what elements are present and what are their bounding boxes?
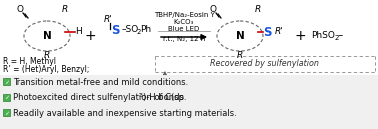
- Text: H: H: [74, 27, 81, 37]
- Text: Photoexcited direct sulfenylation of C(sp: Photoexcited direct sulfenylation of C(s…: [13, 94, 184, 102]
- Text: TBHP/Na₂-Eosin Y: TBHP/Na₂-Eosin Y: [153, 12, 214, 18]
- Text: Recovered by sulfenylation: Recovered by sulfenylation: [211, 59, 319, 68]
- Text: 3: 3: [139, 93, 143, 98]
- Text: –: –: [338, 30, 343, 40]
- Text: ✓: ✓: [4, 80, 9, 85]
- Text: ✓: ✓: [4, 111, 9, 116]
- Text: R': R': [104, 15, 112, 25]
- Text: 2: 2: [335, 35, 339, 42]
- Text: K₂CO₃: K₂CO₃: [174, 19, 194, 25]
- Text: Transition metal-free and mild conditions.: Transition metal-free and mild condition…: [13, 78, 188, 87]
- Text: PhSO: PhSO: [311, 31, 335, 41]
- Text: O: O: [209, 6, 217, 14]
- Bar: [0, 75, 378, 129]
- Text: R: R: [44, 51, 50, 61]
- FancyBboxPatch shape: [3, 78, 10, 86]
- Text: 2: 2: [137, 30, 141, 35]
- Text: r.t., N₂, 12 h: r.t., N₂, 12 h: [163, 36, 205, 42]
- Text: S: S: [263, 26, 271, 38]
- Text: R’ = (Het)Aryl, Benzyl;: R’ = (Het)Aryl, Benzyl;: [3, 65, 89, 74]
- Text: Ph: Ph: [140, 26, 151, 34]
- Text: R: R: [255, 6, 261, 14]
- Text: S: S: [111, 23, 119, 37]
- Text: R: R: [62, 6, 68, 14]
- Text: R: R: [237, 51, 243, 61]
- Text: )-H bonds.: )-H bonds.: [143, 94, 186, 102]
- Text: O: O: [17, 6, 23, 14]
- FancyBboxPatch shape: [3, 94, 10, 101]
- Text: +: +: [294, 29, 306, 43]
- Text: R = H, Methyl: R = H, Methyl: [3, 57, 56, 66]
- Text: +: +: [84, 29, 96, 43]
- Text: R': R': [275, 27, 284, 37]
- FancyBboxPatch shape: [3, 110, 10, 116]
- Text: Readily available and inexpensive starting materials.: Readily available and inexpensive starti…: [13, 109, 237, 118]
- Text: N: N: [235, 31, 244, 41]
- Text: –SO: –SO: [122, 26, 139, 34]
- Text: ✓: ✓: [4, 96, 9, 101]
- Text: N: N: [43, 31, 51, 41]
- Text: Blue LED: Blue LED: [168, 26, 200, 32]
